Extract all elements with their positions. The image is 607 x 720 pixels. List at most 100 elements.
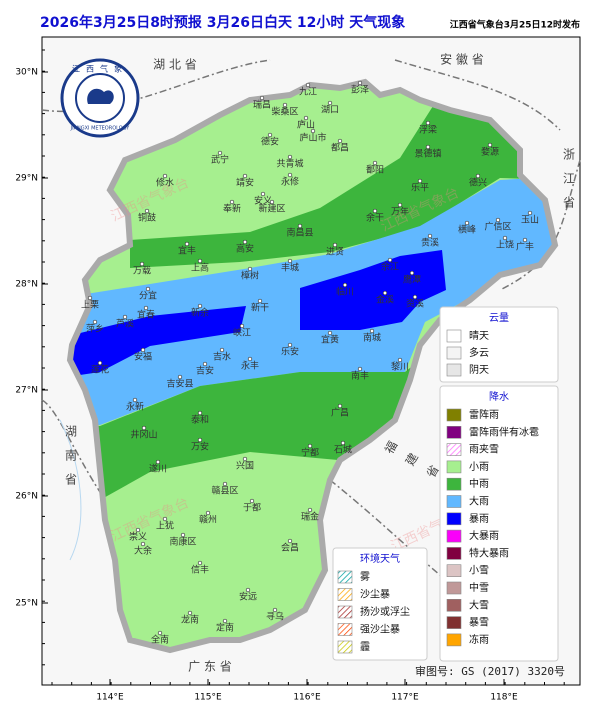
city-dot <box>242 456 248 462</box>
legend-swatch <box>337 640 353 654</box>
city-label: 宜春 <box>137 309 155 321</box>
legend-swatch <box>446 598 462 612</box>
city-dot <box>342 282 348 288</box>
city-dot <box>145 286 151 292</box>
city-label: 芦溪 <box>116 318 134 330</box>
legend-title: 降水 <box>489 390 509 403</box>
city-label: 上饶 <box>496 239 514 251</box>
city-dot <box>97 360 103 366</box>
city-label: 定南 <box>216 622 234 634</box>
city-dot <box>382 290 388 296</box>
city-dot <box>184 241 190 247</box>
city-dot <box>332 242 338 248</box>
city-label: 湖口 <box>321 105 339 116</box>
approval: 审图号: GS (2017) 3320号 <box>415 664 565 678</box>
city-label: 寻乌 <box>266 611 284 623</box>
city-label: 横峰 <box>458 224 476 236</box>
city-dot <box>222 481 228 487</box>
region-label: 湖 北 省 <box>153 57 197 72</box>
city-dot <box>310 128 316 134</box>
city-label: 上栗 <box>81 300 99 311</box>
lon-label: 115°E <box>194 693 222 703</box>
legend-label: 暴雨 <box>469 513 489 525</box>
city-dot <box>197 258 203 264</box>
city-dot <box>427 233 433 239</box>
logo-inner <box>75 73 125 123</box>
city-dot <box>527 210 533 216</box>
city-dot <box>92 319 98 325</box>
city-label: 进贤 <box>326 247 344 258</box>
legend-label: 大雨 <box>469 495 489 508</box>
legend-box <box>439 306 559 383</box>
city-label: 丰城 <box>281 262 299 274</box>
city-dot <box>132 397 138 403</box>
city-label: 鹰潭 <box>403 274 421 286</box>
legend-label: 中雪 <box>469 581 489 594</box>
lon-label: 114°E <box>96 693 124 703</box>
city-label: 浮梁 <box>419 124 437 136</box>
city-dot <box>222 618 228 624</box>
city-dot <box>205 510 211 516</box>
city-label: 玉山 <box>521 215 539 226</box>
city-label: 庐山 <box>297 119 315 131</box>
city-label: 莲花 <box>91 364 109 376</box>
city-dot <box>267 132 273 138</box>
city-dot <box>425 144 431 150</box>
city-dot <box>282 102 288 108</box>
city-dot <box>122 314 128 320</box>
city-dot <box>187 610 193 616</box>
city-dot <box>247 266 253 272</box>
city-dot <box>257 298 263 304</box>
city-label: 永新 <box>126 401 144 413</box>
legend-swatch <box>446 512 462 526</box>
city-dot <box>522 237 528 243</box>
city-dot <box>297 223 303 229</box>
city-label: 大余 <box>134 545 152 557</box>
city-label: 遂川 <box>149 463 167 475</box>
legend-swatch <box>446 547 462 560</box>
legend-swatch <box>337 570 353 584</box>
city-dot <box>249 498 255 504</box>
city-label: 南丰 <box>351 370 369 382</box>
region-label: 浙江省 <box>562 148 576 220</box>
legend-label: 沙尘暴 <box>360 589 390 601</box>
city-dot <box>397 357 403 363</box>
city-dot <box>245 587 251 593</box>
city-label: 广丰 <box>516 241 534 253</box>
city-label: 余干 <box>366 212 384 224</box>
city-label: 金溪 <box>376 294 394 306</box>
legend-label: 暴雪 <box>469 617 489 629</box>
legend-label: 雷阵雨伴有冰雹 <box>469 425 539 438</box>
legend-label: 雷阵雨 <box>469 408 499 421</box>
city-dot <box>260 191 266 197</box>
city-label: 宜黄 <box>321 334 339 346</box>
city-dot <box>287 342 293 348</box>
city-label: 宜丰 <box>178 245 196 257</box>
legend-swatch <box>446 564 462 578</box>
legend-label: 雾 <box>360 571 370 583</box>
city-dot <box>259 95 265 101</box>
city-dot <box>372 160 378 166</box>
city-dot <box>369 328 375 334</box>
logo-english: JIANGXI METEOROLOGY <box>70 126 131 132</box>
legend-swatch <box>446 616 462 629</box>
legend-label: 多云 <box>469 346 489 359</box>
city-label: 峡江 <box>233 327 251 339</box>
city-label: 南城 <box>363 332 381 344</box>
legend-label: 晴天 <box>469 329 489 342</box>
city-dot <box>197 410 203 416</box>
city-label: 新余 <box>191 307 209 319</box>
legend-swatch <box>446 477 462 491</box>
city-dot <box>305 82 311 88</box>
city-label: 龙南 <box>181 614 199 626</box>
city-dot <box>229 199 235 205</box>
legend-label: 大暴雨 <box>469 529 499 542</box>
city-dot <box>144 208 150 214</box>
city-dot <box>139 261 145 267</box>
city-label: 樟树 <box>241 270 259 282</box>
city-label: 全南 <box>151 634 169 646</box>
city-label: 萍乡 <box>86 324 104 335</box>
legend-swatch <box>446 460 462 474</box>
publisher: 江西省气象台3月25日12时发布 <box>450 19 580 31</box>
